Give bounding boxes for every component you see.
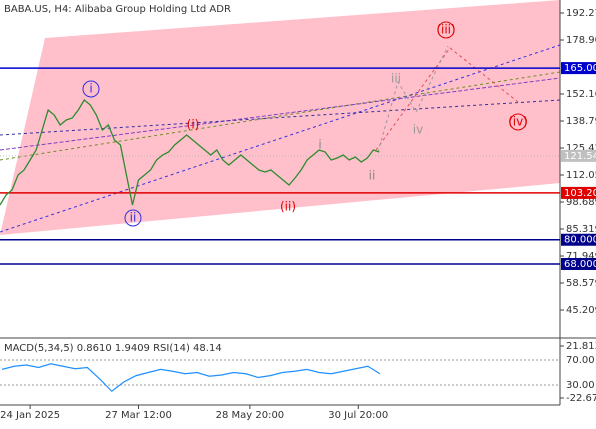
level-label-box bbox=[561, 62, 596, 75]
wave-label: (iv) bbox=[508, 115, 528, 129]
wave-projection bbox=[377, 45, 449, 153]
trend-line bbox=[0, 44, 561, 233]
y-tick-label: 45.209 bbox=[566, 305, 596, 316]
level-label-box bbox=[561, 233, 596, 246]
wave-circle bbox=[437, 21, 455, 39]
level-label-box bbox=[561, 186, 596, 199]
y-tick-label: 152.169 bbox=[566, 89, 596, 100]
wave-circle bbox=[82, 80, 100, 98]
y-tick-label: 21.8131 bbox=[566, 341, 596, 352]
y-tick-label: -22.6703 bbox=[566, 393, 596, 404]
level-label: 103.200 bbox=[564, 188, 596, 199]
wave-label: ii bbox=[369, 169, 376, 183]
wave-label: (iii) bbox=[436, 23, 455, 37]
y-tick-label: 85.319 bbox=[566, 224, 596, 235]
wave-label: (i) bbox=[187, 118, 200, 132]
y-tick-label: 112.059 bbox=[566, 170, 596, 181]
chart-title: BABA.US, H4: Alibaba Group Holding Ltd A… bbox=[4, 4, 231, 15]
channel bbox=[0, 0, 560, 235]
wave-circle bbox=[124, 209, 142, 227]
y-tick-label: 71.949 bbox=[566, 251, 596, 262]
wave-label: i bbox=[89, 82, 92, 96]
trend-line bbox=[0, 71, 561, 161]
last-price-label: 121.540 bbox=[564, 151, 596, 162]
trend-line bbox=[0, 77, 561, 151]
y-tick-label: 138.799 bbox=[566, 116, 596, 127]
indicator-label: MACD(5,34,5) 0.8610 1.9409 RSI(14) 48.14 bbox=[4, 343, 222, 354]
level-label: 80.000 bbox=[564, 235, 596, 246]
wave-projection bbox=[375, 47, 519, 151]
level-label: 68.000 bbox=[564, 259, 596, 270]
y-tick-label: 70.00 bbox=[566, 355, 595, 366]
level-label: 165.000 bbox=[564, 63, 596, 74]
x-tick-label: 28 May 20:00 bbox=[216, 410, 285, 421]
y-tick-label: 178.909 bbox=[566, 35, 596, 46]
x-tick-label: 24 Jan 2025 bbox=[0, 410, 60, 421]
wave-label: iv bbox=[413, 123, 423, 137]
y-tick-label: 192.279 bbox=[566, 8, 596, 19]
y-tick-label: 58.579 bbox=[566, 278, 596, 289]
wave-circle bbox=[509, 113, 527, 131]
wave-label: i bbox=[318, 138, 321, 152]
wave-label: (ii) bbox=[280, 200, 296, 214]
y-tick-label: 30.00 bbox=[566, 380, 595, 391]
x-tick-label: 30 Jul 20:00 bbox=[328, 410, 388, 421]
y-tick-label: 98.689 bbox=[566, 197, 596, 208]
price-line bbox=[0, 99, 380, 206]
wave-label: ii bbox=[130, 211, 137, 225]
x-tick-label: 27 Mar 12:00 bbox=[105, 410, 172, 421]
rsi-line bbox=[1, 363, 381, 393]
level-label-box bbox=[561, 257, 596, 270]
wave-label: iii bbox=[391, 72, 401, 86]
last-price-box bbox=[561, 149, 596, 162]
y-tick-label: 125.429 bbox=[566, 143, 596, 154]
